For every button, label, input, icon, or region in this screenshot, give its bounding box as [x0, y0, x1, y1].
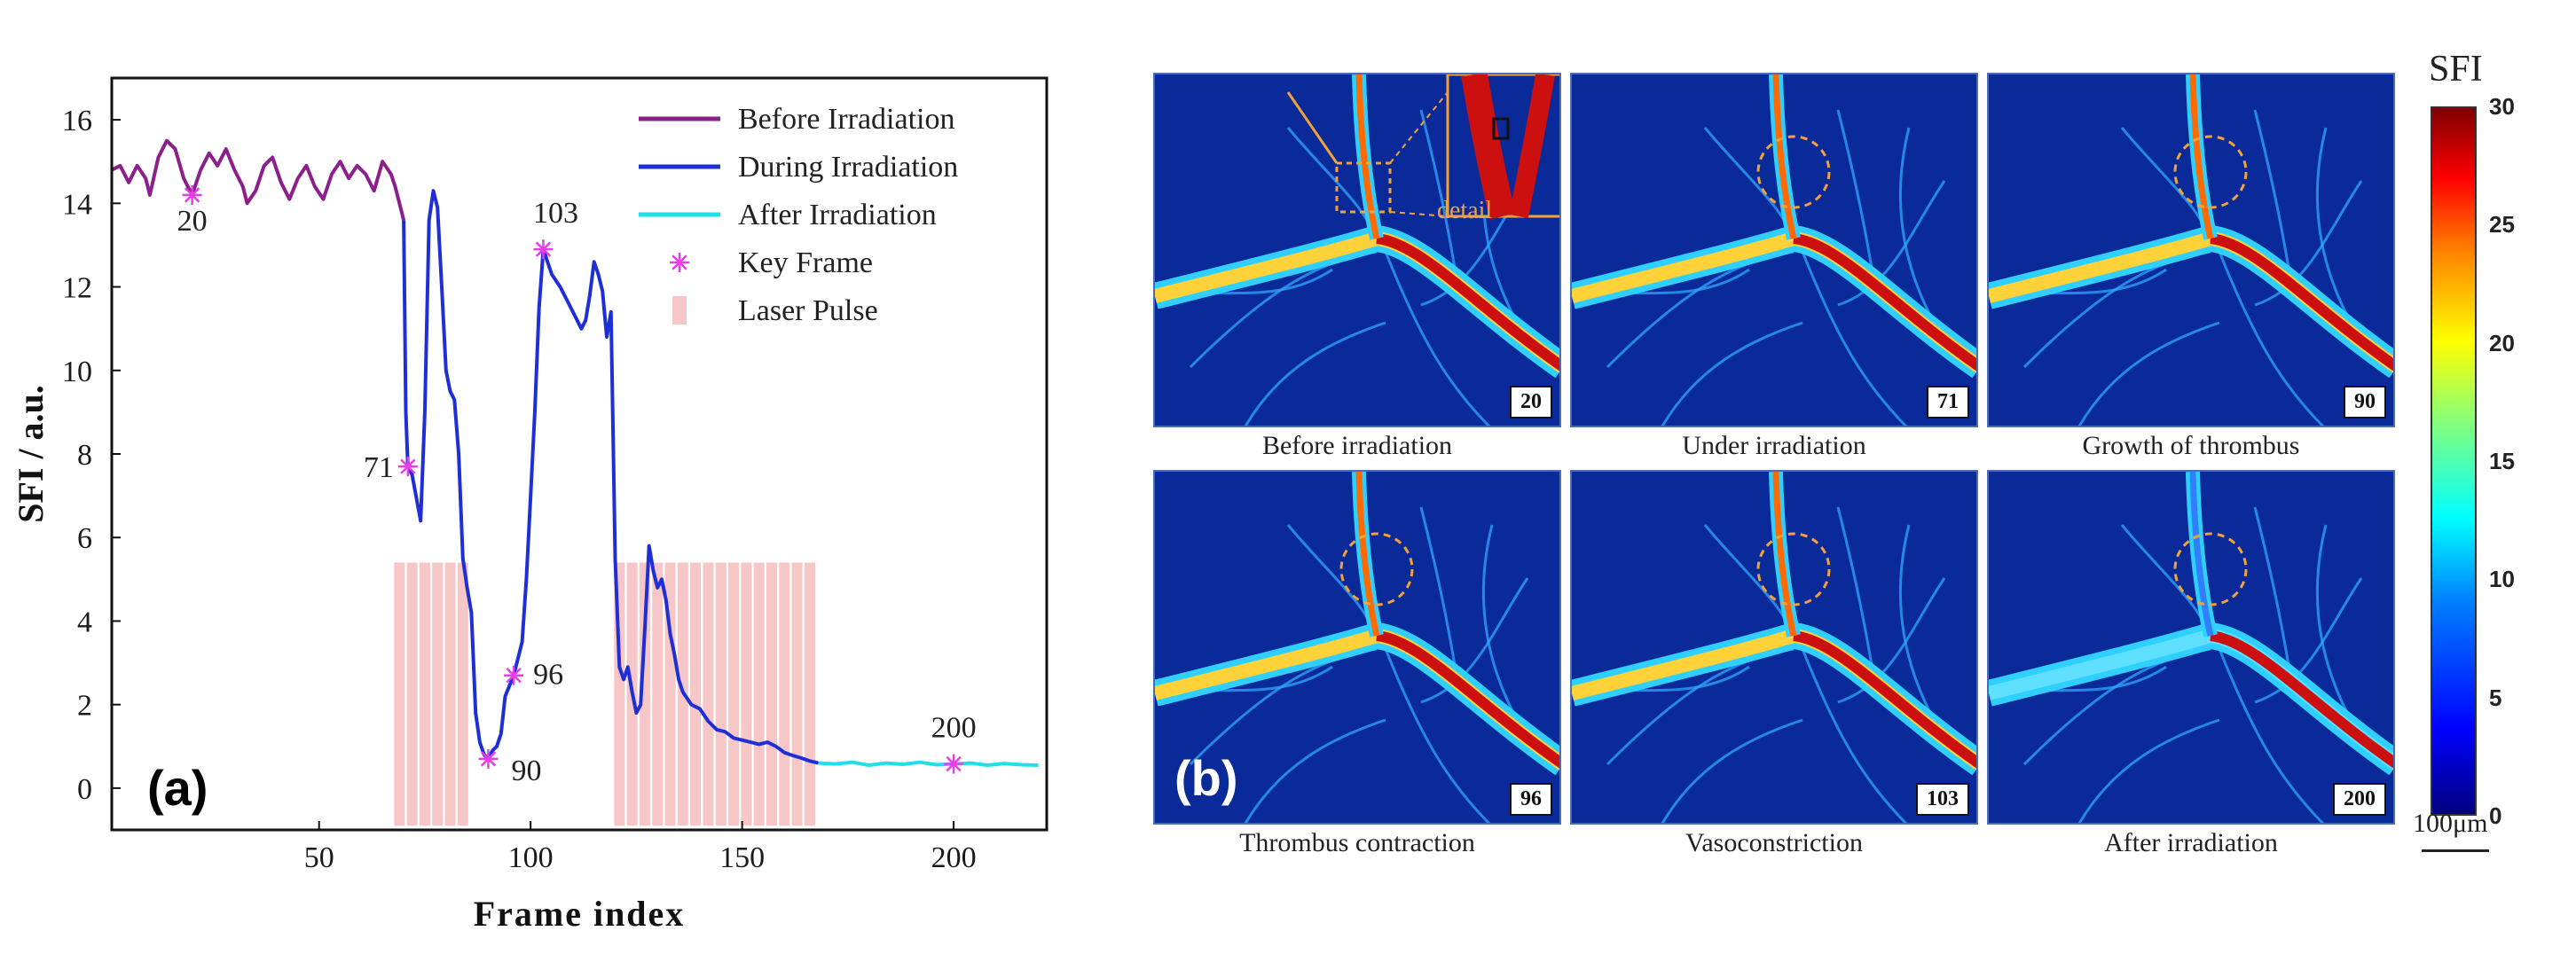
- svg-text:Key Frame: Key Frame: [738, 246, 873, 279]
- key-frame-label: 20: [177, 205, 208, 238]
- colorbar-tick-label: 5: [2489, 684, 2502, 711]
- sfi-frame-20: 20: [1153, 73, 1561, 427]
- panel-b-label: (b): [1174, 750, 1238, 806]
- legend-item: During Irradiation: [639, 151, 958, 184]
- colorbar-tick-label: 10: [2489, 566, 2515, 593]
- colorbar-tick-label: 25: [2489, 211, 2515, 239]
- x-axis-label: Frame index: [474, 894, 686, 934]
- key-frame-label: 103: [533, 197, 578, 230]
- laser-pulse-bar: [728, 562, 740, 826]
- caption: Vasoconstriction: [1685, 828, 1863, 857]
- laser-pulse-bar: [394, 562, 405, 826]
- series-line-2: [818, 760, 1039, 767]
- key-frame-marker: [504, 665, 524, 685]
- laser-pulse-bar: [779, 562, 790, 826]
- laser-pulse-bar: [703, 562, 714, 826]
- y-tick-label: 0: [77, 773, 92, 806]
- legend-item: Before Irradiation: [639, 103, 955, 136]
- svg-text:During Irradiation: During Irradiation: [738, 151, 958, 184]
- laser-pulse-bar: [766, 562, 777, 826]
- y-tick-label: 10: [62, 356, 92, 388]
- laser-pulse-bar: [664, 562, 676, 826]
- laser-pulse-bar: [804, 562, 815, 826]
- key-frame-label: 200: [931, 712, 977, 745]
- laser-pulse-bar: [406, 562, 418, 826]
- frame-number: 71: [1927, 386, 1969, 419]
- sfi-frame-96: 96 (b): [1153, 470, 1561, 825]
- plot-frame: [110, 76, 1048, 832]
- legend-item: Key Frame: [670, 246, 873, 279]
- series-line-0: [112, 138, 406, 221]
- caption: After irradiation: [2104, 828, 2278, 857]
- svg-text:Before Irradiation: Before Irradiation: [738, 103, 955, 136]
- sfi-frame-90: 90: [1987, 73, 2395, 427]
- y-tick-label: 6: [77, 522, 92, 555]
- colorbar-title: SFI: [2429, 49, 2483, 90]
- laser-pulse-bar: [741, 562, 752, 826]
- sfi-image-panel: 20 Before irradiation 71 Under irradiati…: [1153, 49, 2519, 887]
- x-tick-label: 100: [508, 841, 554, 874]
- key-frame-label: 90: [511, 755, 541, 787]
- key-frame-marker: [478, 748, 499, 769]
- sfi-line-chart: 20 71 90 96 103 200 50 100 150 200 0 2 4 6 8 10 12 14 16…: [11, 76, 1048, 934]
- colorbar-tick-label: 0: [2489, 802, 2502, 829]
- key-frame-marker: [944, 754, 964, 774]
- legend-item: After Irradiation: [639, 199, 937, 231]
- laser-pulse-bar: [457, 562, 468, 826]
- laser-pulse-bar: [715, 562, 726, 826]
- y-tick-label: 16: [62, 105, 92, 137]
- laser-pulse-bar: [791, 562, 803, 826]
- frame-number: 103: [1916, 783, 1969, 816]
- laser-pulse-bar: [652, 562, 664, 826]
- caption: Growth of thrombus: [2082, 431, 2300, 460]
- svg-text:Laser Pulse: Laser Pulse: [738, 294, 878, 327]
- laser-pulse-bar: [639, 562, 650, 826]
- frame-number: 90: [2344, 386, 2386, 419]
- y-tick-label: 4: [77, 606, 92, 638]
- frame-number: 200: [2333, 783, 2386, 816]
- y-tick-label: 14: [62, 188, 92, 221]
- y-axis-label: SFI / a.u.: [11, 385, 51, 523]
- colorbar: [2431, 106, 2477, 816]
- y-tick-label: 12: [62, 272, 92, 305]
- caption: Before irradiation: [1261, 431, 1453, 460]
- key-frame-label: 71: [364, 451, 394, 484]
- x-tick-label: 200: [931, 841, 977, 874]
- laser-pulse-bar: [444, 562, 456, 826]
- key-frame-label: 96: [533, 659, 563, 692]
- x-tick-label: 150: [719, 841, 765, 874]
- laser-pulse-bar: [432, 562, 444, 826]
- legend-item: Laser Pulse: [672, 294, 878, 327]
- caption: Thrombus contraction: [1239, 828, 1475, 857]
- scale-bar: [2422, 849, 2489, 852]
- sfi-frame-103: 103: [1570, 470, 1978, 825]
- frame-number: 20: [1510, 386, 1552, 419]
- laser-pulse-bar: [690, 562, 702, 826]
- key-frame-marker: [397, 457, 418, 477]
- colorbar-tick-label: 15: [2489, 448, 2515, 474]
- key-frame-marker: [182, 184, 202, 205]
- y-tick-label: 2: [77, 690, 92, 723]
- sfi-frame-71: 71: [1570, 73, 1978, 427]
- colorbar-tick-label: 20: [2489, 329, 2515, 356]
- legend: Before Irradiation During Irradiation Afte…: [639, 103, 958, 327]
- colorbar-tick-label: 30: [2489, 93, 2515, 120]
- x-tick-label: 50: [304, 841, 334, 874]
- series-line-1: [402, 189, 819, 765]
- legend-key-frame-marker: [670, 253, 689, 272]
- detail-label: detail: [1437, 197, 1493, 224]
- scale-bar-label: 100μm: [2413, 809, 2488, 838]
- y-tick-label: 8: [77, 439, 92, 472]
- sfi-frame-200: 200: [1987, 470, 2395, 825]
- panel-a-label: (a): [147, 760, 208, 816]
- laser-pulse-bar: [419, 562, 430, 826]
- laser-pulse-bar: [753, 562, 765, 826]
- key-frame-marker: [533, 239, 554, 260]
- caption: Under irradiation: [1682, 431, 1866, 460]
- frame-number: 96: [1510, 783, 1552, 816]
- svg-text:After Irradiation: After Irradiation: [738, 199, 937, 231]
